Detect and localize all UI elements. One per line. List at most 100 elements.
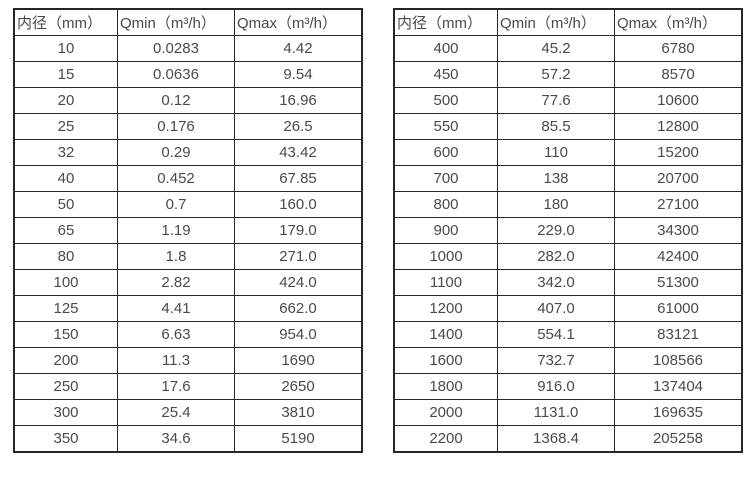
table-row: 32 0.29 43.42 bbox=[13, 139, 363, 166]
qmin-cell: 110 bbox=[497, 139, 615, 166]
qmin-cell: 732.7 bbox=[497, 347, 615, 374]
table-row: 550 85.5 12800 bbox=[393, 113, 743, 140]
qmax-cell: 61000 bbox=[614, 295, 743, 322]
qmin-cell: 1131.0 bbox=[497, 399, 615, 426]
diameter-cell: 250 bbox=[13, 373, 118, 400]
table-row: 1800 916.0 137404 bbox=[393, 373, 743, 400]
qmin-cell: 554.1 bbox=[497, 321, 615, 348]
qmin-cell: 11.3 bbox=[117, 347, 235, 374]
qmin-cell: 916.0 bbox=[497, 373, 615, 400]
diameter-cell: 2200 bbox=[393, 425, 498, 453]
table-row: 1200 407.0 61000 bbox=[393, 295, 743, 322]
qmin-cell: 0.7 bbox=[117, 191, 235, 218]
qmin-cell: 229.0 bbox=[497, 217, 615, 244]
qmax-cell: 10600 bbox=[614, 87, 743, 114]
qmin-cell: 6.63 bbox=[117, 321, 235, 348]
qmax-cell: 9.54 bbox=[234, 61, 363, 88]
qmax-cell: 15200 bbox=[614, 139, 743, 166]
flow-table-small-diameters: 内径（mm） Qmin（m³/h） Qmax（m³/h） 10 0.0283 4.42 15… bbox=[13, 8, 363, 453]
table-row: 200 11.3 1690 bbox=[13, 347, 363, 374]
table-row: 250 17.6 2650 bbox=[13, 373, 363, 400]
qmax-cell: 108566 bbox=[614, 347, 743, 374]
qmin-cell: 1.19 bbox=[117, 217, 235, 244]
table-row: 1000 282.0 42400 bbox=[393, 243, 743, 270]
qmax-cell: 83121 bbox=[614, 321, 743, 348]
qmax-cell: 16.96 bbox=[234, 87, 363, 114]
diameter-cell: 900 bbox=[393, 217, 498, 244]
qmax-cell: 954.0 bbox=[234, 321, 363, 348]
qmin-cell: 25.4 bbox=[117, 399, 235, 426]
qmin-cell: 4.41 bbox=[117, 295, 235, 322]
qmax-cell: 1690 bbox=[234, 347, 363, 374]
qmax-column-header: Qmax（m³/h） bbox=[614, 8, 743, 36]
table-row: 65 1.19 179.0 bbox=[13, 217, 363, 244]
table-row: 150 6.63 954.0 bbox=[13, 321, 363, 348]
table-row: 400 45.2 6780 bbox=[393, 35, 743, 62]
diameter-cell: 2000 bbox=[393, 399, 498, 426]
qmax-cell: 3810 bbox=[234, 399, 363, 426]
qmax-cell: 169635 bbox=[614, 399, 743, 426]
diameter-cell: 10 bbox=[13, 35, 118, 62]
table-row: 1600 732.7 108566 bbox=[393, 347, 743, 374]
table-row: 2200 1368.4 205258 bbox=[393, 425, 743, 453]
table-row: 900 229.0 34300 bbox=[393, 217, 743, 244]
qmin-cell: 17.6 bbox=[117, 373, 235, 400]
qmin-cell: 138 bbox=[497, 165, 615, 192]
table-row: 1400 554.1 83121 bbox=[393, 321, 743, 348]
qmax-cell: 179.0 bbox=[234, 217, 363, 244]
diameter-cell: 350 bbox=[13, 425, 118, 453]
diameter-cell: 700 bbox=[393, 165, 498, 192]
qmin-cell: 0.12 bbox=[117, 87, 235, 114]
qmax-column-header: Qmax（m³/h） bbox=[234, 8, 363, 36]
qmax-cell: 137404 bbox=[614, 373, 743, 400]
diameter-cell: 1100 bbox=[393, 269, 498, 296]
qmax-cell: 205258 bbox=[614, 425, 743, 453]
header-row: 内径（mm） Qmin（m³/h） Qmax（m³/h） bbox=[13, 8, 363, 36]
diameter-cell: 80 bbox=[13, 243, 118, 270]
diameter-cell: 550 bbox=[393, 113, 498, 140]
table-row: 25 0.176 26.5 bbox=[13, 113, 363, 140]
qmax-cell: 26.5 bbox=[234, 113, 363, 140]
diameter-cell: 40 bbox=[13, 165, 118, 192]
qmin-cell: 1.8 bbox=[117, 243, 235, 270]
qmin-cell: 85.5 bbox=[497, 113, 615, 140]
table-row: 600 110 15200 bbox=[393, 139, 743, 166]
table-row: 10 0.0283 4.42 bbox=[13, 35, 363, 62]
diameter-column-header: 内径（mm） bbox=[393, 8, 498, 36]
diameter-cell: 150 bbox=[13, 321, 118, 348]
diameter-cell: 800 bbox=[393, 191, 498, 218]
qmax-cell: 160.0 bbox=[234, 191, 363, 218]
header-row: 内径（mm） Qmin（m³/h） Qmax（m³/h） bbox=[393, 8, 743, 36]
table-row: 50 0.7 160.0 bbox=[13, 191, 363, 218]
qmax-cell: 67.85 bbox=[234, 165, 363, 192]
qmin-cell: 407.0 bbox=[497, 295, 615, 322]
qmax-cell: 8570 bbox=[614, 61, 743, 88]
qmax-cell: 51300 bbox=[614, 269, 743, 296]
diameter-cell: 65 bbox=[13, 217, 118, 244]
diameter-cell: 500 bbox=[393, 87, 498, 114]
qmin-column-header: Qmin（m³/h） bbox=[117, 8, 235, 36]
diameter-cell: 1800 bbox=[393, 373, 498, 400]
diameter-cell: 15 bbox=[13, 61, 118, 88]
table-row: 350 34.6 5190 bbox=[13, 425, 363, 453]
diameter-cell: 300 bbox=[13, 399, 118, 426]
diameter-cell: 400 bbox=[393, 35, 498, 62]
qmin-cell: 0.0636 bbox=[117, 61, 235, 88]
qmax-cell: 2650 bbox=[234, 373, 363, 400]
qmin-cell: 57.2 bbox=[497, 61, 615, 88]
table-row: 15 0.0636 9.54 bbox=[13, 61, 363, 88]
qmin-cell: 282.0 bbox=[497, 243, 615, 270]
diameter-column-header: 内径（mm） bbox=[13, 8, 118, 36]
qmin-cell: 1368.4 bbox=[497, 425, 615, 453]
table-row: 300 25.4 3810 bbox=[13, 399, 363, 426]
qmin-cell: 0.29 bbox=[117, 139, 235, 166]
diameter-cell: 32 bbox=[13, 139, 118, 166]
table-row: 700 138 20700 bbox=[393, 165, 743, 192]
diameter-cell: 1200 bbox=[393, 295, 498, 322]
table-row: 40 0.452 67.85 bbox=[13, 165, 363, 192]
qmax-cell: 4.42 bbox=[234, 35, 363, 62]
qmin-cell: 77.6 bbox=[497, 87, 615, 114]
diameter-cell: 450 bbox=[393, 61, 498, 88]
qmax-cell: 5190 bbox=[234, 425, 363, 453]
